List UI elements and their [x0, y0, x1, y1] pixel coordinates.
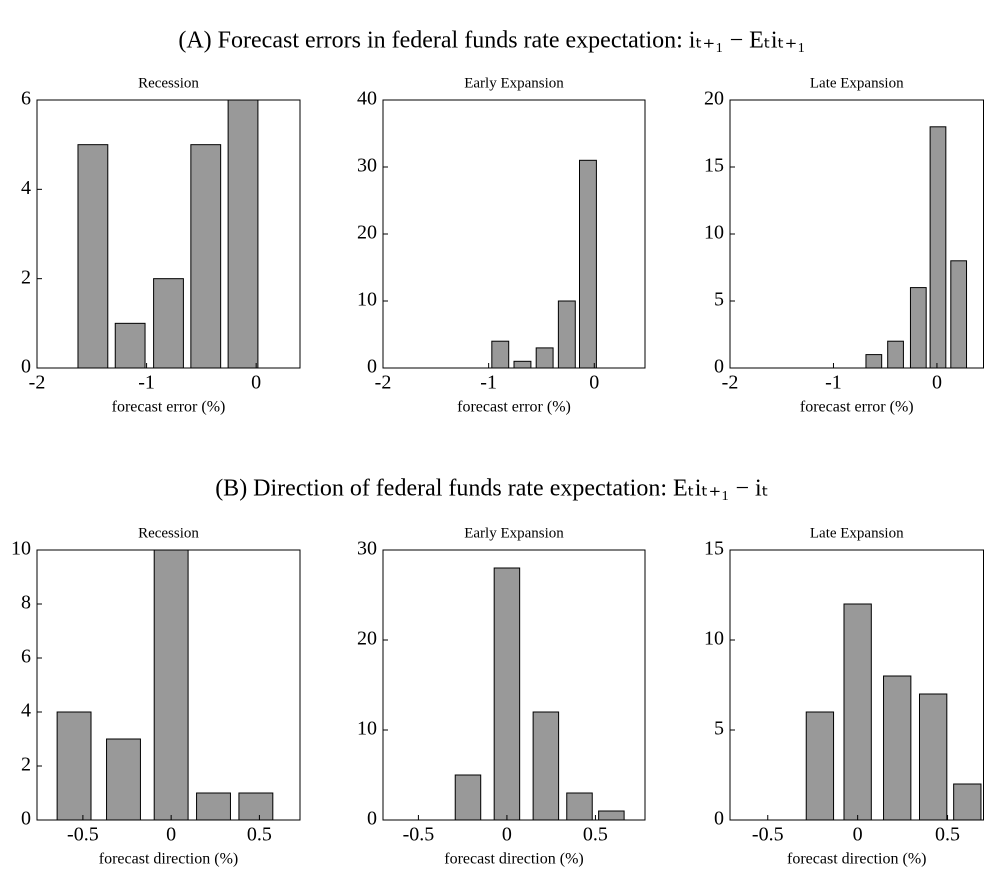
y-tick-label: 15 — [704, 538, 724, 560]
y-tick-label: 6 — [21, 88, 31, 110]
x-axis-label: forecast direction (%) — [99, 851, 238, 868]
bar — [950, 260, 968, 369]
bar — [557, 300, 576, 369]
bar — [454, 774, 482, 821]
x-tick-label: -0.5 — [752, 824, 784, 846]
y-tick-label: 10 — [11, 538, 31, 560]
axes-box — [382, 549, 646, 821]
bar — [887, 340, 904, 369]
panel-title: Early Expansion — [464, 75, 564, 91]
bar — [56, 711, 92, 821]
bar — [909, 287, 927, 369]
bar — [566, 792, 593, 821]
axes-box — [382, 99, 646, 369]
x-tick-label: -1 — [138, 372, 155, 394]
axes-box — [36, 99, 301, 369]
panel-title: Recession — [138, 75, 199, 91]
y-tick-label: 30 — [357, 538, 377, 560]
y-tick-label: 5 — [714, 289, 724, 311]
x-tick-label: -0.5 — [403, 824, 435, 846]
x-tick-label: -2 — [375, 372, 392, 394]
bar — [196, 792, 231, 821]
panel-title: Late Expansion — [810, 525, 904, 541]
y-tick-label: 10 — [704, 222, 724, 244]
x-tick-label: 0 — [502, 824, 512, 846]
bar — [579, 159, 597, 369]
bar — [805, 711, 835, 821]
bar — [114, 322, 146, 369]
y-tick-label: 0 — [367, 808, 377, 830]
bar — [491, 340, 510, 369]
panel-title: Recession — [138, 525, 199, 541]
y-tick-label: 10 — [357, 289, 377, 311]
y-tick-label: 20 — [357, 222, 377, 244]
x-axis-label: forecast direction (%) — [444, 851, 583, 868]
y-tick-label: 0 — [21, 808, 31, 830]
panel-title: Late Expansion — [810, 75, 904, 91]
section-title: (A) Forecast errors in federal funds rat… — [178, 28, 805, 54]
y-tick-label: 0 — [21, 356, 31, 378]
x-tick-label: 0.5 — [583, 824, 608, 846]
x-tick-label: 0 — [589, 372, 599, 394]
y-tick-label: 20 — [704, 88, 724, 110]
y-tick-label: 4 — [21, 700, 31, 722]
bar — [238, 792, 274, 821]
y-tick-label: 15 — [704, 155, 724, 177]
x-tick-label: 0 — [166, 824, 176, 846]
bar — [227, 99, 259, 369]
bar — [513, 360, 532, 369]
y-tick-label: 10 — [704, 628, 724, 650]
y-tick-label: 4 — [21, 177, 31, 199]
x-tick-label: 0 — [251, 372, 261, 394]
x-axis-label: forecast error (%) — [800, 399, 914, 416]
x-axis-label: forecast error (%) — [112, 399, 226, 416]
bar — [77, 144, 109, 369]
x-tick-label: 0 — [853, 824, 863, 846]
y-tick-label: 5 — [714, 718, 724, 740]
x-axis-label: forecast error (%) — [457, 399, 571, 416]
bar — [493, 567, 521, 821]
x-tick-label: -0.5 — [67, 824, 99, 846]
bar — [535, 347, 554, 369]
x-tick-label: 0 — [932, 372, 942, 394]
y-tick-label: 20 — [357, 628, 377, 650]
bar — [106, 738, 141, 821]
bar — [153, 278, 184, 369]
bar — [918, 693, 948, 821]
y-tick-label: 0 — [714, 356, 724, 378]
x-tick-label: 0.5 — [935, 824, 960, 846]
x-axis-label: forecast direction (%) — [787, 851, 926, 868]
y-tick-label: 30 — [357, 155, 377, 177]
axes-box — [36, 549, 301, 821]
x-tick-label: -2 — [29, 372, 46, 394]
bar — [929, 126, 947, 369]
x-tick-label: -1 — [825, 372, 842, 394]
bar — [153, 549, 189, 821]
x-tick-label: 0.5 — [247, 824, 272, 846]
y-tick-label: 2 — [21, 266, 31, 288]
x-tick-label: -1 — [480, 372, 497, 394]
bar — [843, 603, 872, 821]
y-tick-label: 6 — [21, 646, 31, 668]
bar — [883, 675, 912, 821]
y-tick-label: 8 — [21, 592, 31, 614]
section-title: (B) Direction of federal funds rate expe… — [215, 476, 769, 502]
y-tick-label: 2 — [21, 754, 31, 776]
y-tick-label: 40 — [357, 88, 377, 110]
y-tick-label: 0 — [714, 808, 724, 830]
y-tick-label: 10 — [357, 718, 377, 740]
bar — [953, 783, 982, 821]
y-tick-label: 0 — [367, 356, 377, 378]
bar — [598, 810, 625, 821]
bar — [532, 711, 560, 821]
bar — [865, 354, 883, 369]
bar — [190, 144, 222, 369]
x-tick-label: -2 — [722, 372, 739, 394]
panel-title: Early Expansion — [464, 525, 564, 541]
